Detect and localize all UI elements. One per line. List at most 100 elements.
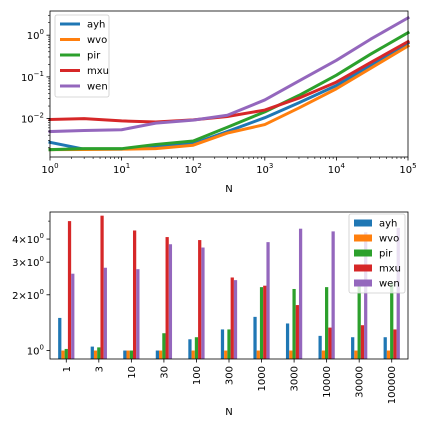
bar-wvo-100 — [191, 350, 195, 359]
bar-wvo-3000 — [289, 350, 293, 359]
bar-ayh-100000 — [383, 337, 387, 359]
x-tick-label: 101 — [113, 162, 130, 176]
bar-ayh-3000 — [285, 323, 290, 359]
bar-mxu-30000 — [360, 325, 365, 359]
bar-wen-30000 — [364, 232, 368, 359]
x-tick-label: 100 — [41, 162, 58, 176]
legend-label-pir: pir — [87, 51, 101, 62]
legend-label-wvo: wvo — [87, 35, 107, 46]
bar-mxu-3000 — [295, 305, 299, 359]
bar-pir-30000 — [357, 283, 361, 359]
x-tick-label: 10000 — [322, 366, 333, 398]
bar-wvo-3 — [93, 350, 98, 359]
bar-ayh-1 — [58, 317, 62, 359]
legend-label-pir: pir — [379, 249, 393, 260]
bar-wvo-1000 — [256, 350, 260, 359]
legend-box — [348, 213, 406, 294]
bar-pir-10000 — [325, 287, 329, 359]
x-tick-label: 102 — [185, 162, 202, 176]
bar-wvo-30 — [159, 350, 163, 359]
bar-chart: 1 3 10 30 100 300 1000 3000 10000 30000 100000 100 2… — [12, 211, 409, 418]
bar-pir-300 — [227, 329, 231, 359]
legend-swatch-wvo — [354, 234, 372, 242]
bar-ayh-10000 — [318, 335, 322, 359]
bar-ayh-3 — [90, 346, 94, 359]
legend-label-wen: wen — [87, 82, 108, 93]
bar-wvo-30000 — [354, 350, 358, 359]
x-tick-label: 1000 — [257, 366, 268, 391]
y-tick-label: 4×100 — [12, 232, 44, 246]
bar-wvo-300 — [224, 350, 228, 359]
bar-pir-30 — [162, 333, 166, 359]
bar-mxu-30 — [165, 237, 169, 359]
x-tick-label: 104 — [328, 162, 346, 176]
bar-wen-10 — [136, 269, 140, 359]
bar-pir-100 — [194, 337, 199, 359]
plot-frame — [49, 10, 409, 158]
y-tick-label: 100 — [27, 28, 44, 42]
bar-mxu-10000 — [328, 327, 332, 359]
bar-ayh-10 — [123, 350, 127, 359]
bar-wen-100 — [201, 247, 205, 359]
legend-label-ayh: ayh — [87, 20, 105, 31]
bar-wen-1000 — [266, 242, 270, 359]
x-axis-label: N — [225, 407, 232, 418]
bar-ayh-1000 — [253, 316, 257, 359]
bar-mxu-300 — [230, 277, 234, 359]
bar-pir-1000 — [259, 287, 264, 359]
y-tick-label: 10−2 — [21, 112, 44, 126]
x-tick-label: 103 — [256, 162, 273, 176]
legend-box — [54, 14, 110, 98]
bar-ayh-30000 — [351, 337, 355, 359]
bar-wvo-10000 — [321, 350, 325, 359]
x-axis-label: N — [225, 184, 232, 195]
x-tick-label: 30000 — [355, 366, 366, 398]
x-tick-label: 100000 — [387, 366, 398, 404]
plot-frame — [49, 211, 409, 360]
y-tick-label: 2×100 — [12, 288, 44, 302]
bar-wvo-1 — [61, 350, 65, 359]
legend-swatch-pir — [354, 249, 372, 257]
bar-wen-30 — [168, 244, 173, 359]
x-tick-label: 100 — [192, 366, 203, 385]
x-tick-label: 1 — [62, 366, 73, 372]
legend-swatch-wen — [354, 279, 372, 287]
x-tick-label: 105 — [399, 162, 416, 176]
y-tick-label: 3×100 — [12, 255, 44, 269]
bar-pir-3 — [97, 347, 101, 359]
bar-wen-300 — [233, 280, 238, 359]
bar-pir-100000 — [390, 283, 394, 359]
legend-swatch-ayh — [354, 219, 372, 227]
bar-wvo-100000 — [386, 350, 391, 359]
bar-wen-10000 — [331, 231, 335, 359]
bar-wen-3 — [103, 267, 107, 359]
bar-pir-1 — [64, 348, 68, 359]
bar-mxu-1 — [67, 221, 72, 359]
series-line-pir — [48, 30, 411, 152]
bar-ayh-300 — [220, 329, 225, 359]
bar-pir-3000 — [292, 288, 296, 359]
bar-wen-1 — [71, 273, 75, 359]
bar-ayh-30 — [155, 350, 160, 359]
bar-mxu-10 — [132, 230, 137, 359]
bar-wen-100000 — [396, 227, 400, 359]
bar-ayh-100 — [188, 339, 192, 359]
bar-wen-3000 — [298, 228, 303, 359]
bar-pir-10 — [129, 350, 133, 359]
legend-label-mxu: mxu — [379, 264, 401, 275]
x-tick-label: 30 — [159, 366, 170, 379]
x-tick-label: 3 — [94, 366, 105, 372]
x-tick-label: 3000 — [290, 366, 301, 391]
legend-label-wvo: wvo — [379, 234, 399, 245]
x-tick-label: 10 — [127, 366, 138, 379]
legend-swatch-mxu — [354, 264, 372, 272]
bar-mxu-100000 — [393, 329, 397, 359]
series-line-wen — [48, 15, 411, 134]
bar-mxu-100 — [198, 240, 202, 359]
legend-label-mxu: mxu — [87, 66, 109, 77]
x-tick-label: 300 — [225, 366, 236, 385]
bar-mxu-1000 — [263, 285, 267, 359]
y-tick-label: 100 — [27, 344, 44, 358]
